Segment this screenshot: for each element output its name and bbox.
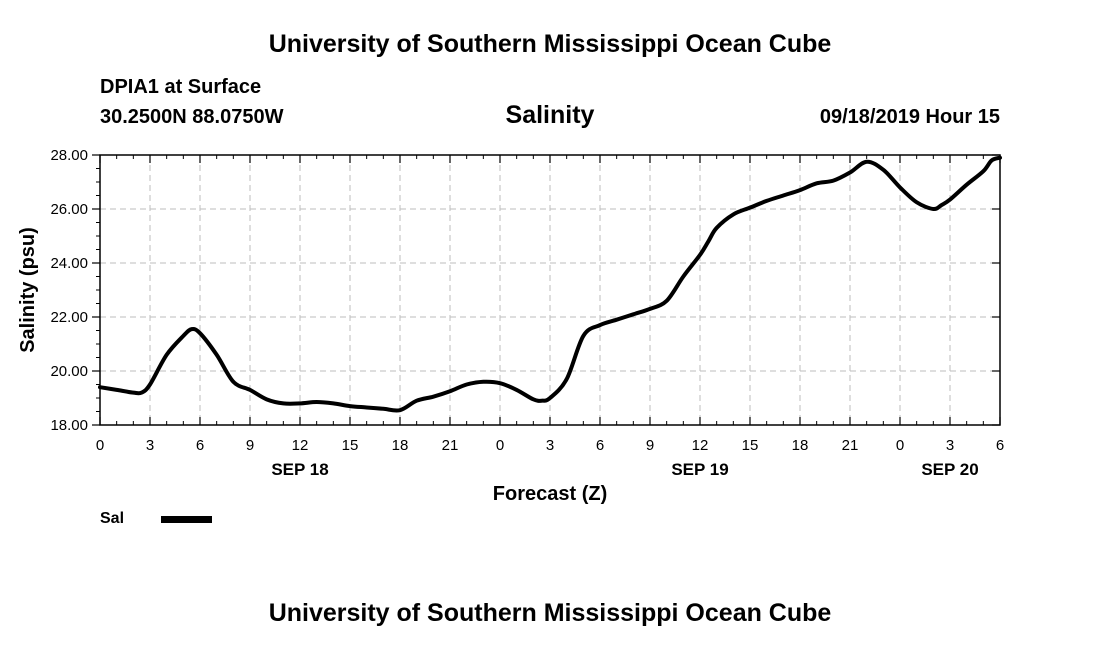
x-tick-label: 15 (742, 437, 759, 454)
y-tick-label: 28.00 (50, 147, 88, 164)
date-label: SEP 18 (271, 460, 328, 479)
x-tick-label: 3 (946, 437, 954, 454)
x-tick-label: 18 (392, 437, 409, 454)
x-tick-label: 21 (842, 437, 859, 454)
x-tick-label: 0 (96, 437, 104, 454)
x-axis-label: Forecast (Z) (493, 483, 607, 505)
y-tick-label: 18.00 (50, 417, 88, 434)
chart-title: Salinity (505, 101, 595, 129)
axis-ticks: 0 3 6 9 12 15 18 21 0 3 6 9 12 15 18 21 0 3 6 18.00 20.00 22.… (50, 147, 1004, 479)
legend-label: Sal (100, 510, 125, 527)
x-tick-label: 9 (646, 437, 654, 454)
y-tick-label: 20.00 (50, 363, 88, 380)
top-title: University of Southern Mississippi Ocean… (268, 30, 832, 58)
station-coords: 30.2500N 88.0750W (100, 106, 284, 128)
date-label: SEP 19 (671, 460, 728, 479)
x-tick-label: 18 (792, 437, 809, 454)
date-label: SEP 20 (921, 460, 978, 479)
y-tick-label: 26.00 (50, 201, 88, 218)
grid (100, 155, 1000, 425)
x-tick-label: 6 (596, 437, 604, 454)
x-tick-label: 6 (196, 437, 204, 454)
station-name: DPIA1 at Surface (100, 76, 262, 98)
y-axis-label: Salinity (psu) (17, 227, 39, 353)
x-tick-label: 3 (146, 437, 154, 454)
x-tick-label: 0 (496, 437, 504, 454)
x-tick-label: 15 (342, 437, 359, 454)
x-tick-label: 6 (996, 437, 1004, 454)
x-tick-label: 12 (292, 437, 309, 454)
x-tick-label: 3 (546, 437, 554, 454)
x-tick-label: 9 (246, 437, 254, 454)
x-tick-label: 21 (442, 437, 459, 454)
x-tick-label: 12 (692, 437, 709, 454)
legend-swatch (161, 516, 212, 523)
y-tick-label: 22.00 (50, 309, 88, 326)
y-tick-label: 24.00 (50, 255, 88, 272)
bottom-title: University of Southern Mississippi Ocean… (268, 599, 832, 627)
forecast-datetime: 09/18/2019 Hour 15 (819, 106, 1000, 128)
x-tick-label: 0 (896, 437, 904, 454)
series-line-sal (98, 155, 1002, 413)
